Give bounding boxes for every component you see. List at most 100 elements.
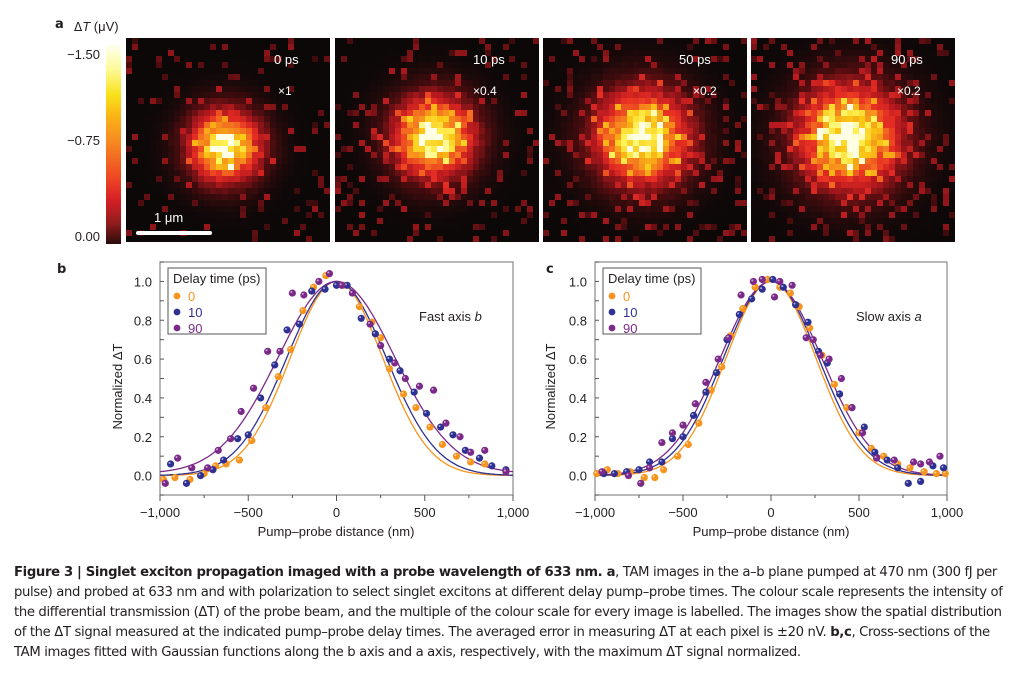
legend-marker <box>608 292 616 300</box>
data-point-highlight <box>638 481 641 484</box>
data-point-0ps <box>262 404 270 412</box>
data-point-0ps <box>786 289 794 297</box>
data-point-10ps <box>308 287 316 295</box>
data-point-highlight <box>647 465 650 468</box>
data-point-highlight <box>907 465 910 468</box>
data-point-highlight <box>301 292 304 295</box>
data-point-highlight <box>272 362 275 365</box>
data-point-90ps <box>858 429 867 437</box>
data-point-highlight <box>373 331 376 334</box>
data-point-highlight <box>327 271 330 274</box>
data-point-90ps <box>749 277 758 286</box>
axis-annotation: Slow axis a <box>856 309 922 324</box>
data-point-90ps <box>325 270 334 278</box>
data-point-highlight <box>357 304 360 307</box>
delay-label: 50 ps <box>679 52 711 67</box>
tam-image-0ps: 0 ps ×1 1 μm <box>126 38 330 242</box>
legend-marker <box>173 308 181 316</box>
data-point-0ps <box>171 473 179 482</box>
tam-heatmap <box>751 38 955 242</box>
data-point-90ps <box>348 289 356 297</box>
data-point-10ps <box>658 458 666 466</box>
x-tick-label: 0 <box>767 505 774 520</box>
data-point-90ps <box>249 384 258 392</box>
data-point-highlight <box>297 322 300 325</box>
data-point-10ps <box>396 367 404 375</box>
data-point-90ps <box>429 386 438 394</box>
x-axis-label: Pump–probe distance (nm) <box>693 524 850 539</box>
data-point-highlight <box>844 405 847 408</box>
legend-label: 10 <box>623 305 637 320</box>
data-point-highlight <box>856 430 859 433</box>
data-point-highlight <box>263 405 266 408</box>
data-point-highlight <box>168 461 171 464</box>
data-point-highlight <box>934 471 937 474</box>
data-point-highlight <box>943 471 946 474</box>
panel-label-a: a <box>55 17 64 32</box>
data-point-highlight <box>228 436 231 439</box>
data-point-90ps <box>925 458 934 466</box>
data-point-90ps <box>214 446 222 454</box>
data-point-10ps <box>357 314 365 322</box>
line-charts: 0.0 0.2 0.4 0.6 0.8 1.0 −1,000 −500 0 500 1,000 Pum… <box>110 261 963 539</box>
data-point-10ps <box>702 388 710 396</box>
data-point-highlight <box>489 463 492 466</box>
data-point-0ps <box>932 470 941 478</box>
data-point-10ps <box>679 433 687 441</box>
legend-label: 90 <box>188 321 202 336</box>
data-point-highlight <box>918 461 921 464</box>
data-point-highlight <box>849 405 852 408</box>
data-point-highlight <box>937 454 940 457</box>
y-tick-label: 0.4 <box>569 391 587 406</box>
data-point-0ps <box>274 372 282 381</box>
data-point-10ps <box>271 361 279 369</box>
tam-image-50ps: 50 ps ×0.2 <box>543 38 747 242</box>
y-tick-label: 0.6 <box>569 352 587 367</box>
data-point-10ps <box>883 456 891 464</box>
data-point-0ps <box>830 380 838 388</box>
data-point-90ps <box>788 281 796 289</box>
data-point-highlight <box>276 374 279 377</box>
colorbar <box>106 45 121 244</box>
figure-caption: Figure 3 | Singlet exciton propagation i… <box>14 563 1014 663</box>
data-point-highlight <box>777 279 780 282</box>
data-point-highlight <box>777 285 780 288</box>
data-point-0ps <box>426 423 434 431</box>
data-point-highlight <box>235 436 238 439</box>
tam-heatmap <box>543 38 747 242</box>
data-point-10ps <box>166 460 175 468</box>
legend-title: Delay time (ps) <box>608 271 695 286</box>
data-point-highlight <box>431 388 434 391</box>
tam-heatmap <box>335 38 539 242</box>
legend-marker <box>173 324 181 332</box>
data-point-highlight <box>874 456 877 459</box>
data-point-10ps <box>321 285 329 293</box>
axis-annotation: Fast axis b <box>419 309 482 324</box>
data-point-0ps <box>412 404 420 412</box>
data-point-highlight <box>716 356 719 359</box>
x-tick-label: −500 <box>668 505 697 520</box>
data-point-highlight <box>760 287 763 290</box>
data-point-highlight <box>300 308 303 311</box>
data-point-highlight <box>221 457 224 460</box>
legend-box <box>602 267 702 335</box>
y-axis-label: Normalized ΔT <box>110 343 125 429</box>
data-point-10ps <box>244 431 252 439</box>
data-point-90ps <box>288 289 296 297</box>
data-point-highlight <box>670 436 673 439</box>
data-point-0ps <box>399 390 408 398</box>
data-point-highlight <box>412 389 415 392</box>
data-point-90ps <box>481 446 489 454</box>
data-point-highlight <box>659 459 662 462</box>
data-point-10ps <box>488 462 496 470</box>
colorbar-tick-min: 0.00 <box>74 229 100 244</box>
data-point-highlight <box>881 454 884 457</box>
data-point-90ps <box>315 277 323 286</box>
data-point-90ps <box>204 464 212 472</box>
data-point-highlight <box>862 424 865 427</box>
data-point-90ps <box>401 374 409 383</box>
data-point-10ps <box>939 464 948 472</box>
data-point-highlight <box>790 283 793 286</box>
x-tick-label: −500 <box>234 505 263 520</box>
data-point-highlight <box>675 454 678 457</box>
